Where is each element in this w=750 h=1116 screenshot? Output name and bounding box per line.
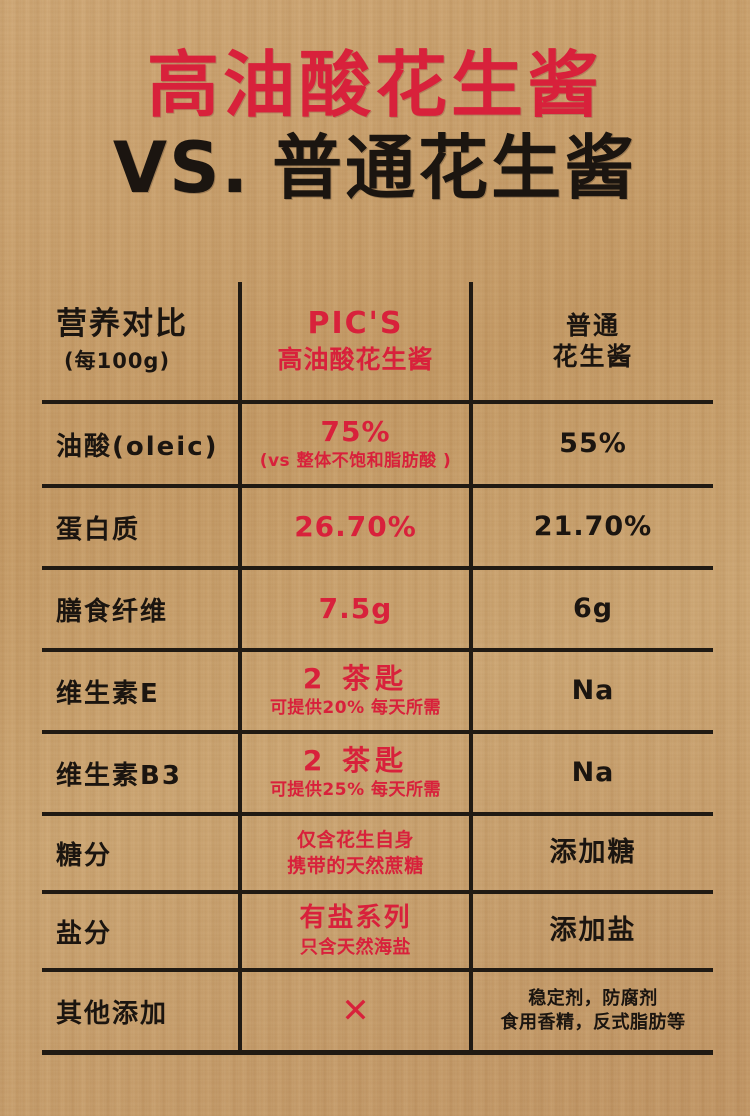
row-pics-value: 仅含花生自身	[296, 828, 414, 851]
row-regular-cell: 21.70%	[473, 488, 713, 566]
row-regular-cell: 55%	[473, 404, 713, 484]
table-row: 维生素E 2 茶匙 可提供20% 每天所需 Na	[42, 652, 713, 734]
row-regular-cell: 6g	[473, 570, 713, 648]
row-label: 膳食纤维	[56, 596, 169, 627]
row-regular-value: 21.70%	[533, 510, 653, 542]
row-pics-cell: 2 茶匙 可提供20% 每天所需	[238, 652, 473, 730]
row-label-cell: 盐分	[42, 894, 238, 968]
row-label-cell: 蛋白质	[42, 488, 238, 566]
table-row: 盐分 有盐系列 只含天然海盐 添加盐	[42, 894, 713, 972]
vs-label: VS.	[112, 126, 251, 209]
header-metric-title: 营养对比	[56, 305, 188, 342]
table-row: 糖分 仅含花生自身 携带的天然蔗糖 添加糖	[42, 816, 713, 894]
row-label: 维生素B3	[56, 760, 182, 791]
header-regular-line2: 花生酱	[552, 342, 634, 371]
row-regular-cell: 稳定剂，防腐剂 食用香精，反式脂肪等	[473, 972, 713, 1050]
row-regular-value: 稳定剂，防腐剂	[528, 987, 658, 1009]
row-label: 其他添加	[56, 998, 169, 1029]
row-pics-value: 2 茶匙	[302, 744, 409, 778]
table-row: 维生素B3 2 茶匙 可提供25% 每天所需 Na	[42, 734, 713, 816]
row-regular-cell: Na	[473, 734, 713, 812]
row-label-cell: 糖分	[42, 816, 238, 890]
row-label: 糖分	[56, 840, 113, 871]
row-pics-cell: 7.5g	[238, 570, 473, 648]
header-brand-name: PIC'S	[307, 306, 404, 342]
row-pics-note: 只含天然海盐	[300, 936, 411, 958]
row-regular-value: 6g	[572, 592, 614, 624]
header-brand-product: 高油酸花生酱	[277, 344, 434, 374]
row-pics-note: (vs 整体不饱和脂肪酸 )	[259, 451, 452, 472]
header-metric-subtitle: (每100g)	[64, 349, 171, 374]
row-label-cell: 其他添加	[42, 972, 238, 1050]
row-pics-cell: ✕	[238, 972, 473, 1050]
row-regular-value: 55%	[559, 427, 627, 459]
row-regular-cell: 添加糖	[473, 816, 713, 890]
row-label: 维生素E	[56, 678, 160, 709]
row-pics-value: 75%	[320, 415, 391, 449]
row-pics-value: 2 茶匙	[302, 662, 409, 696]
row-label-cell: 维生素E	[42, 652, 238, 730]
header-cell-regular: 普通 花生酱	[473, 282, 713, 400]
row-pics-cell: 26.70%	[238, 488, 473, 566]
header-cell-metric: 营养对比 (每100g)	[42, 282, 238, 400]
row-pics-value: 7.5g	[318, 591, 393, 625]
header-regular-line1: 普通	[565, 310, 620, 340]
row-regular-cell: 添加盐	[473, 894, 713, 968]
table-row: 膳食纤维 7.5g 6g	[42, 570, 713, 652]
row-pics-note: 可提供20% 每天所需	[269, 698, 442, 719]
table-row: 其他添加 ✕ 稳定剂，防腐剂 食用香精，反式脂肪等	[42, 972, 713, 1055]
row-regular-value: 添加糖	[549, 836, 637, 868]
row-label: 油酸(oleic)	[56, 431, 219, 462]
row-label-cell: 膳食纤维	[42, 570, 238, 648]
row-label-cell: 油酸(oleic)	[42, 404, 238, 484]
row-pics-cell: 75% (vs 整体不饱和脂肪酸 )	[238, 404, 473, 484]
table-row: 蛋白质 26.70% 21.70%	[42, 488, 713, 570]
poster-title-block: 高油酸花生酱 VS. 普通花生酱	[0, 43, 750, 206]
row-regular-cell: Na	[473, 652, 713, 730]
row-pics-value: 26.70%	[294, 509, 417, 543]
poster-title-comparison: 普通花生酱	[272, 126, 638, 209]
row-pics-cell: 有盐系列 只含天然海盐	[238, 894, 473, 968]
row-regular-note: 食用香精，反式脂肪等	[500, 1012, 686, 1033]
row-pics-note: 携带的天然蔗糖	[287, 854, 424, 877]
row-pics-note: 可提供25% 每天所需	[269, 780, 442, 801]
row-pics-cell: 2 茶匙 可提供25% 每天所需	[238, 734, 473, 812]
row-label: 盐分	[56, 918, 113, 949]
poster-title-secondary: VS. 普通花生酱	[0, 131, 750, 206]
table-header-row: 营养对比 (每100g) PIC'S 高油酸花生酱 普通 花生酱	[42, 282, 713, 404]
row-pics-value: 有盐系列	[299, 902, 412, 933]
row-regular-value: 添加盐	[549, 914, 637, 946]
row-pics-cell: 仅含花生自身 携带的天然蔗糖	[238, 816, 473, 890]
row-label: 蛋白质	[56, 514, 141, 545]
nutrition-comparison-table: 营养对比 (每100g) PIC'S 高油酸花生酱 普通 花生酱 油酸(olei…	[42, 282, 713, 1055]
cross-icon: ✕	[341, 991, 370, 1031]
row-regular-value: Na	[571, 756, 615, 788]
poster-title-primary: 高油酸花生酱	[146, 43, 603, 127]
row-regular-value: Na	[571, 674, 615, 706]
row-label-cell: 维生素B3	[42, 734, 238, 812]
header-cell-pics: PIC'S 高油酸花生酱	[238, 282, 473, 400]
table-row: 油酸(oleic) 75% (vs 整体不饱和脂肪酸 ) 55%	[42, 404, 713, 488]
